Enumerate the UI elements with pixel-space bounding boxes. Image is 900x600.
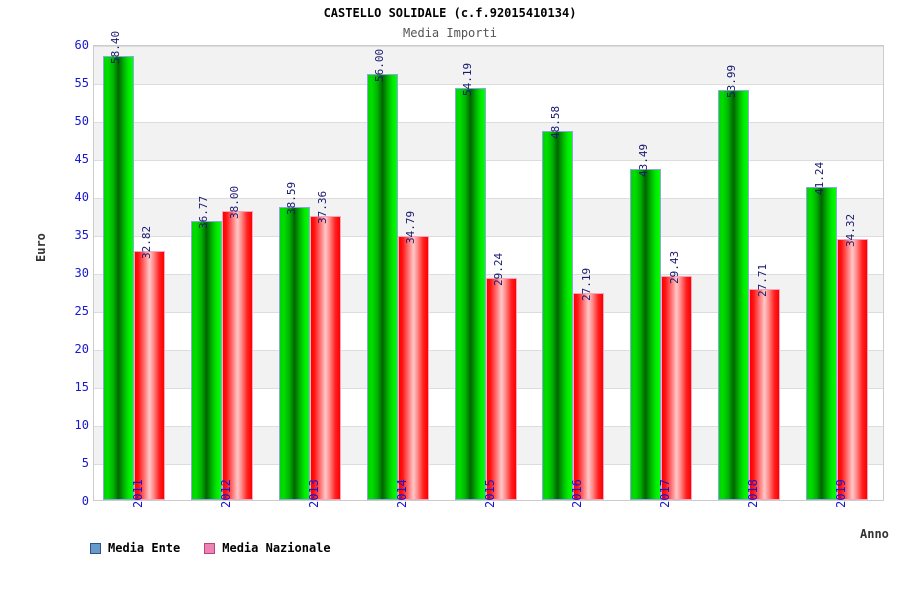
legend-swatch-icon (204, 542, 216, 554)
bar-value-label: 54.19 (461, 63, 474, 97)
gridline (94, 84, 883, 85)
bar-value-label: 58.40 (109, 31, 123, 65)
legend-swatch-icon (90, 542, 101, 554)
bar-media-ente[interactable] (102, 56, 134, 500)
chart-subtitle: Media Importi (403, 26, 497, 40)
bar-media-nazionale[interactable] (573, 293, 605, 500)
x-axis-tick-label: 2016 (570, 479, 585, 508)
bar-media-ente[interactable] (454, 88, 486, 500)
gridline (94, 122, 883, 123)
chart-legend: Media Ente Media Nazionale (90, 541, 331, 555)
x-axis-tick-label: 2017 (658, 479, 673, 508)
bar-value-label: 53.99 (724, 64, 738, 98)
legend-label: Media Ente (108, 541, 181, 555)
bar-value-label: 29.24 (492, 252, 505, 286)
gridline (94, 160, 883, 161)
y-axis-tick-label: 35 (74, 228, 89, 242)
bar-media-ente[interactable] (806, 186, 838, 500)
bar-media-nazionale[interactable] (661, 276, 693, 500)
x-axis-tick-label: 2014 (394, 479, 409, 508)
y-axis-tick-label: 40 (74, 190, 89, 204)
bar-value-label: 32.82 (140, 225, 154, 259)
x-axis-title: Anno (860, 527, 889, 541)
y-axis-tick-label: 15 (74, 380, 89, 394)
bar-media-nazionale[interactable] (837, 239, 869, 500)
y-axis-tick-label: 45 (74, 152, 89, 166)
bar-value-label: 41.24 (812, 161, 826, 195)
y-axis-tick-label: 10 (74, 418, 89, 432)
bar-value-label: 27.71 (755, 264, 769, 298)
x-axis-tick-label: 2019 (834, 479, 849, 508)
gridline (94, 198, 883, 199)
bar-media-nazionale[interactable] (133, 250, 165, 500)
bar-media-nazionale[interactable] (221, 211, 253, 500)
y-axis-tick-label: 0 (81, 494, 89, 508)
legend-item-media-nazionale[interactable]: Media Nazionale (204, 541, 331, 555)
background-band (94, 122, 883, 160)
bar-value-label: 37.36 (316, 190, 330, 225)
x-axis-tick-label: 2011 (130, 479, 145, 508)
legend-label: Media Nazionale (222, 541, 331, 555)
background-band (94, 46, 883, 84)
gridline (94, 274, 883, 275)
bar-value-label: 38.59 (285, 181, 299, 215)
y-axis-title: Euro (34, 233, 48, 262)
bar-media-ente[interactable] (542, 130, 574, 500)
bar-media-nazionale[interactable] (485, 277, 517, 500)
gridline (94, 46, 883, 47)
bar-value-label: 56.00 (373, 49, 387, 83)
y-axis-tick-label: 30 (74, 266, 89, 280)
bar-media-ente[interactable] (190, 220, 222, 500)
bar-media-ente[interactable] (366, 74, 398, 500)
y-axis-tick-label: 60 (74, 38, 89, 52)
bar-value-label: 29.43 (667, 251, 681, 285)
bar-value-label: 48.58 (548, 105, 562, 139)
bar-media-nazionale[interactable] (397, 235, 429, 500)
bar-media-ente[interactable] (278, 206, 310, 500)
x-axis-tick-label: 2015 (482, 479, 497, 508)
bar-value-label: 27.19 (579, 268, 593, 302)
x-axis-tick-label: 2018 (746, 479, 761, 508)
gridline (94, 236, 883, 237)
chart-title: CASTELLO SOLIDALE (c.f.92015410134) (323, 6, 577, 20)
y-axis-tick-label: 55 (74, 76, 89, 90)
x-axis-tick-label: 2012 (218, 479, 233, 508)
y-axis-tick-label: 25 (74, 304, 89, 318)
y-axis-tick-label: 20 (74, 342, 89, 356)
y-axis-tick-labels: 60 55 50 45 40 35 30 25 20 15 10 5 0 (45, 0, 89, 600)
bar-value-label: 43.49 (636, 144, 650, 178)
bar-media-ente[interactable] (630, 169, 662, 500)
bar-media-nazionale[interactable] (309, 216, 341, 500)
bar-media-ente[interactable] (718, 89, 750, 500)
bar-value-label: 36.77 (197, 195, 211, 229)
bar-value-label: 38.00 (228, 186, 242, 220)
y-axis-tick-label: 5 (81, 456, 89, 470)
bar-value-label: 34.79 (404, 210, 418, 244)
bar-value-label: 34.32 (843, 214, 857, 248)
legend-item-media-ente[interactable]: Media Ente (90, 541, 180, 555)
y-axis-tick-label: 50 (74, 114, 89, 128)
x-axis-tick-label: 2013 (306, 479, 321, 508)
bar-media-nazionale[interactable] (749, 289, 781, 500)
plot-area (93, 45, 884, 501)
